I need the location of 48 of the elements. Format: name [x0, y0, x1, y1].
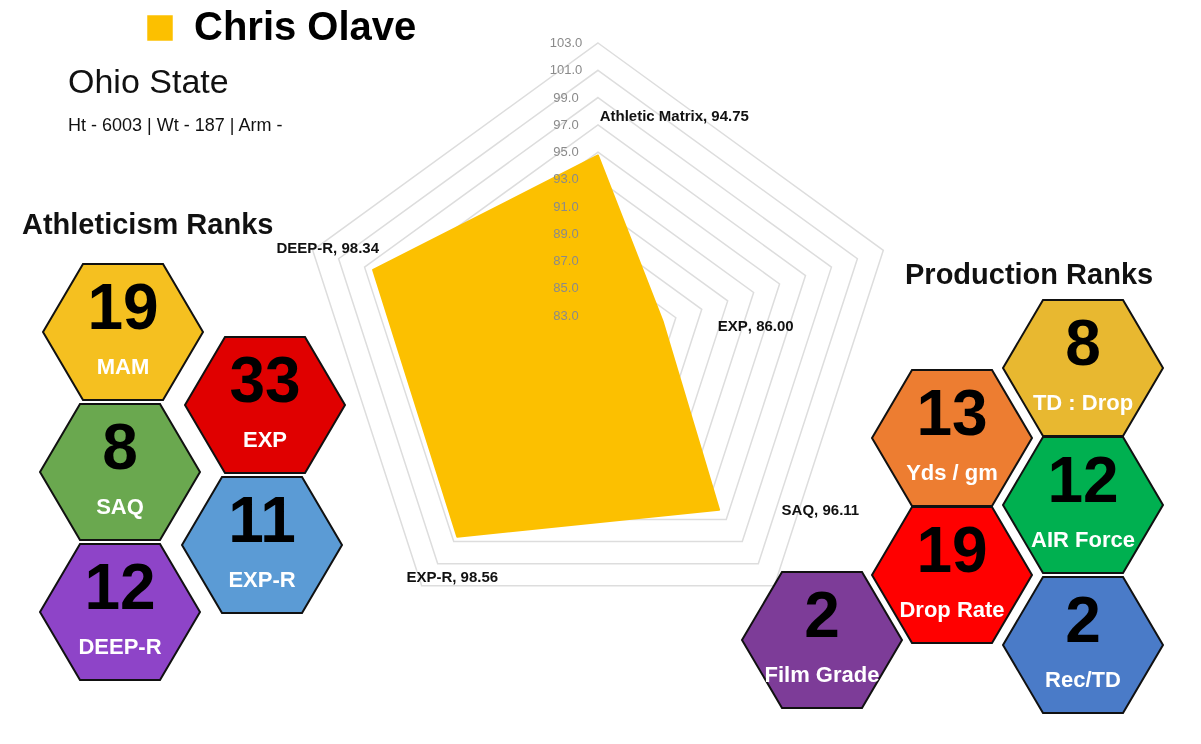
y-tick-label: 97.0 [553, 116, 579, 132]
text: Ohio State [68, 62, 229, 101]
text: EXP-R [227, 567, 297, 593]
y-tick-label: 83.0 [553, 307, 579, 323]
text: EXP [242, 427, 288, 453]
spoke-label: Athletic Matrix [599, 106, 704, 124]
y-tick-label: 91.0 [553, 198, 579, 214]
y-tick-label: 99.0 [553, 89, 579, 105]
y-tick-label: 101.0 [549, 62, 583, 78]
text: , 86.00 [747, 316, 794, 334]
legend-label: Chris Olave [194, 4, 417, 48]
y-tick-label: 95.0 [553, 144, 579, 160]
text: AIR Force [1030, 527, 1136, 553]
text: 12 [1046, 443, 1120, 517]
spoke-label: SAQ [781, 500, 815, 518]
y-tick-label: 93.0 [553, 171, 579, 187]
text: SAQ [95, 494, 145, 520]
spoke-label: DEEP-R [276, 238, 334, 256]
text: 13 [915, 376, 989, 450]
text: 2 [1064, 583, 1102, 657]
text: Ht - 6003 | Wt - 187 | Arm - [68, 115, 283, 136]
text: 12 [83, 550, 157, 624]
y-tick-label: 103.0 [549, 35, 583, 50]
text: MAM [95, 354, 151, 380]
text: 19 [915, 513, 989, 587]
text: Rec/TD [1044, 667, 1122, 693]
text: 8 [1064, 306, 1102, 380]
text: , 94.75 [703, 106, 749, 124]
text: Production Ranks [905, 258, 1154, 291]
text: 11 [227, 483, 297, 557]
y-tick-label: 87.0 [553, 253, 579, 269]
y-tick-label: 89.0 [553, 225, 579, 241]
text: 2 [803, 578, 841, 652]
text: , 98.56 [452, 567, 499, 585]
text: Athleticism Ranks [22, 208, 274, 241]
text: Film Grade [763, 662, 881, 688]
text: 33 [228, 343, 302, 417]
text: Drop Rate [898, 597, 1006, 623]
text: Yds / gm [905, 460, 999, 486]
spoke-label: EXP [717, 316, 748, 334]
text: TD : Drop [1031, 390, 1135, 416]
text: , 98.34 [333, 238, 379, 256]
text: 8 [101, 410, 139, 484]
text: DEEP-R [77, 634, 163, 660]
text: 19 [86, 270, 160, 344]
y-tick-label: 85.0 [553, 280, 579, 296]
spoke-label: EXP-R [406, 567, 453, 585]
text: , 96.11 [814, 500, 860, 518]
